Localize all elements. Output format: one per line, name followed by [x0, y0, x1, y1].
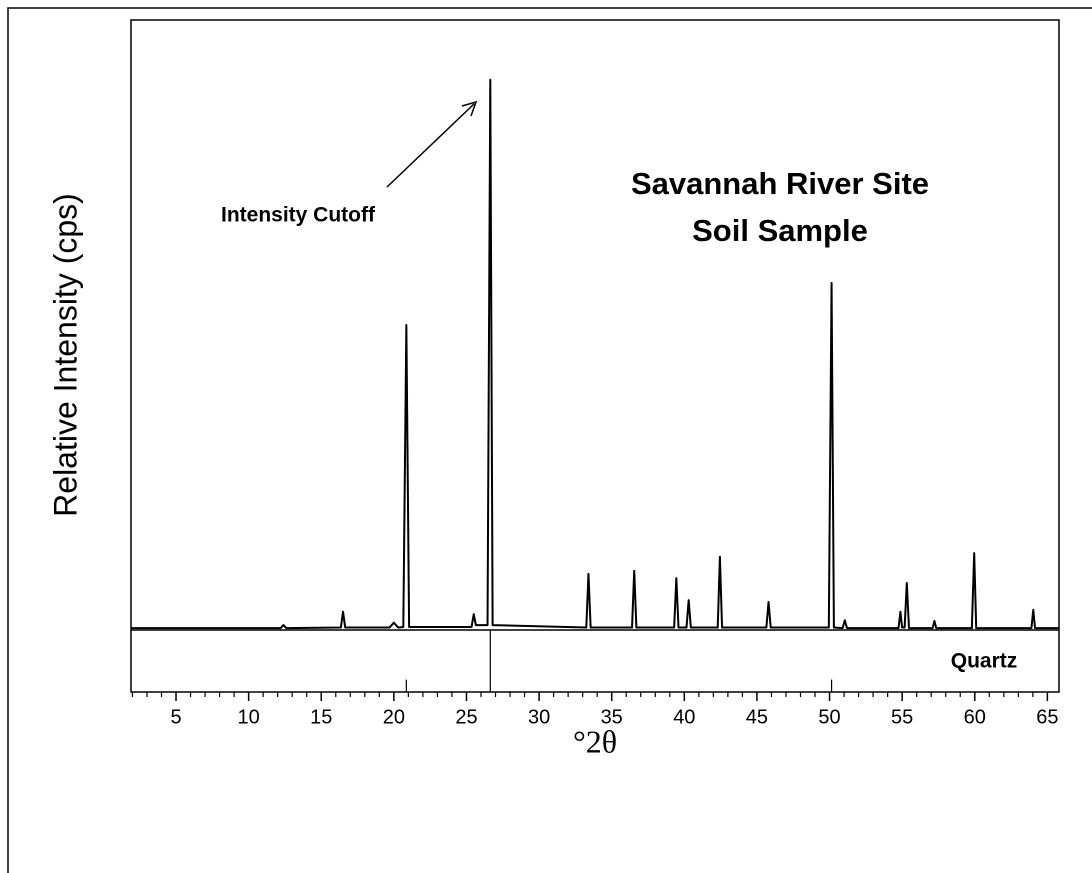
x-tick-label: 25	[455, 706, 477, 728]
x-tick-label: 45	[746, 706, 768, 728]
x-tick-label: 65	[1036, 706, 1058, 728]
title-line: Soil Sample	[692, 213, 868, 248]
x-tick-label: 35	[601, 706, 623, 728]
x-tick-label: 60	[964, 706, 986, 728]
diffraction-line	[131, 78, 1059, 630]
x-tick-label: 50	[818, 706, 840, 728]
x-tick-label: 10	[238, 706, 260, 728]
arrow-head	[461, 100, 478, 117]
x-tick-label: 20	[383, 706, 405, 728]
annotation: Intensity Cutoff	[221, 204, 376, 227]
frame	[7, 7, 1092, 873]
x-tick-label: 55	[891, 706, 913, 728]
title-line: Savannah River Site	[631, 166, 929, 201]
y-axis-label: Relative Intensity (cps)	[47, 193, 83, 517]
arrow-shaft	[386, 103, 475, 188]
x-axis-label: °2θ	[573, 723, 617, 759]
x-tick-label: 40	[673, 706, 695, 728]
x-tick-label: 30	[528, 706, 550, 728]
reference-label: Quartz	[951, 650, 1018, 673]
x-tick-label: 5	[170, 706, 181, 728]
x-tick-label: 15	[310, 706, 332, 728]
plot-frame	[130, 19, 1060, 693]
